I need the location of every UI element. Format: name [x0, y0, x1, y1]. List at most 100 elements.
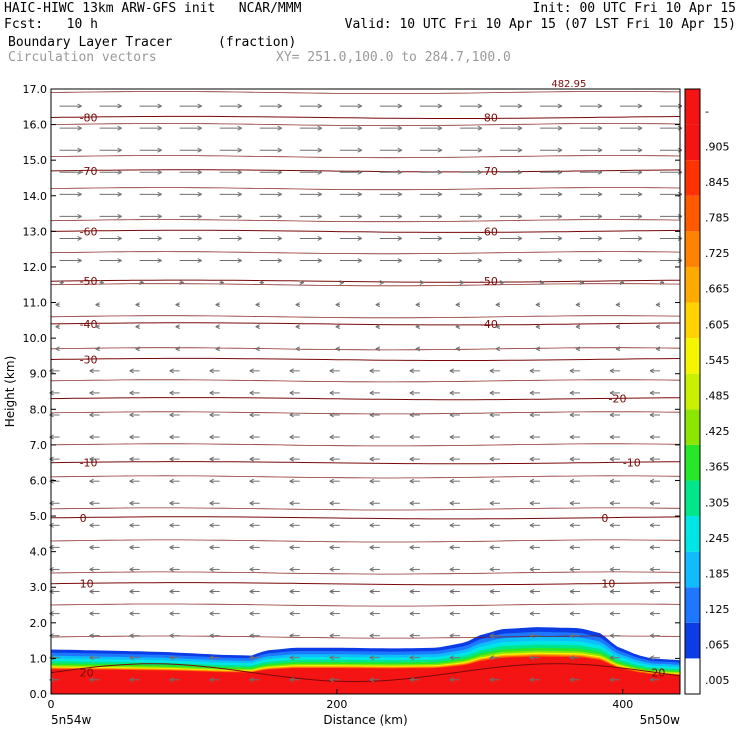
circulation-vector-head	[237, 125, 242, 131]
circulation-vector-head	[649, 456, 655, 462]
circulation-vector-head	[157, 147, 162, 153]
circulation-vector-head	[249, 544, 254, 550]
circulation-vector-head	[369, 390, 375, 396]
y-tick-label: 14.0	[23, 190, 48, 203]
circulation-vector-head	[169, 500, 174, 506]
circulation-vector-head	[317, 125, 322, 131]
circulation-vector-head	[55, 324, 60, 330]
circulation-vector-head	[637, 169, 643, 175]
circulation-vector-head	[289, 566, 294, 572]
circulation-vector-head	[517, 169, 523, 175]
circulation-vector-head	[339, 280, 344, 286]
y-tick-label: 6.0	[30, 474, 48, 487]
circulation-vector-head	[415, 346, 421, 352]
circulation-vector-head	[409, 522, 415, 528]
circulation-vector-head	[237, 236, 242, 241]
circulation-vector-head	[49, 412, 54, 418]
circulation-vector-head	[369, 544, 375, 550]
circulation-vector-head	[357, 236, 362, 241]
circulation-vector-head	[55, 302, 60, 308]
colorbar-label: .545	[705, 354, 730, 367]
circulation-vector-head	[409, 566, 415, 572]
circulation-vector-head	[289, 611, 294, 617]
colorbar-swatch	[685, 480, 700, 517]
circulation-vector-head	[517, 213, 523, 219]
circulation-vector-head	[289, 655, 294, 661]
circulation-vector-head	[249, 566, 254, 572]
circulation-vector-head	[117, 125, 122, 131]
circulation-vector-head	[649, 500, 655, 506]
colorbar-swatch	[685, 160, 700, 196]
circulation-vector-head	[437, 125, 443, 131]
circulation-vector-head	[55, 346, 60, 352]
circulation-vector-head	[489, 611, 495, 617]
circulation-vector-head	[369, 500, 375, 506]
circulation-vector-head	[49, 633, 54, 639]
circulation-vector-head	[489, 478, 495, 484]
circulation-vector-head	[409, 456, 415, 462]
y-tick-label: 1.0	[30, 652, 48, 665]
circulation-vector-head	[459, 280, 465, 286]
temperature-contour-label: -10	[623, 457, 641, 470]
circulation-vector-head	[449, 655, 455, 661]
circulation-vector-head	[529, 677, 535, 683]
circulation-vector-head	[249, 500, 254, 506]
circulation-vector-head	[129, 655, 134, 661]
colorbar-label: .605	[705, 318, 730, 331]
circulation-vector-head	[335, 302, 340, 308]
circulation-vector-head	[649, 434, 655, 440]
colorbar-frame	[684, 88, 701, 695]
circulation-vector-head	[317, 147, 322, 153]
circulation-vector-head	[295, 324, 300, 330]
circulation-vector-head	[529, 633, 535, 639]
circulation-vector-head	[637, 213, 643, 219]
circulation-vector-head	[609, 390, 615, 396]
temperature-contour-label: 10	[601, 578, 615, 591]
circulation-vector-head	[535, 302, 541, 308]
x-tick-label: 200	[326, 698, 347, 711]
circulation-vector-head	[655, 302, 661, 308]
circulation-vector-head	[489, 544, 495, 550]
circulation-vector-head	[277, 213, 282, 219]
plot-frame	[50, 88, 681, 695]
circulation-vector-head	[489, 677, 495, 683]
circulation-vector-head	[535, 346, 541, 352]
circulation-vector-head	[517, 236, 523, 241]
circulation-vector-head	[49, 566, 54, 572]
circulation-vector-head	[609, 633, 615, 639]
circulation-vector-head	[219, 280, 224, 286]
circulation-vector-head	[569, 478, 575, 484]
circulation-vector-head	[95, 324, 100, 330]
circulation-vector-head	[569, 611, 575, 617]
circulation-vector-head	[449, 633, 455, 639]
circulation-vector-head	[277, 125, 282, 131]
circulation-vector-head	[255, 324, 260, 330]
y-tick-label: 12.0	[23, 261, 48, 274]
temperature-contour	[50, 347, 681, 351]
circulation-vector-head	[59, 280, 64, 286]
colorbar-label: .365	[705, 461, 730, 474]
circulation-vector-head	[49, 677, 54, 683]
circulation-vector-head	[477, 103, 483, 109]
circulation-vector-head	[449, 611, 455, 617]
x-axis-label: Distance (km)	[323, 713, 407, 727]
circulation-vector-head	[529, 412, 535, 418]
circulation-vector-head	[255, 302, 260, 308]
circulation-vector-head	[375, 346, 381, 352]
circulation-vector-head	[129, 611, 134, 617]
circulation-vector-head	[289, 500, 294, 506]
circulation-vector-head	[295, 346, 300, 352]
circulation-vector-head	[609, 368, 615, 374]
colorbar-swatch	[685, 444, 700, 481]
colorbar-swatch	[685, 266, 700, 303]
circulation-vector-head	[329, 500, 334, 506]
circulation-vector-head	[89, 566, 94, 572]
circulation-vector-head	[449, 544, 455, 550]
left-endpoint-label: 5n54w	[51, 713, 92, 727]
circulation-vector-head	[649, 412, 655, 418]
circulation-vector-head	[597, 258, 603, 263]
circulation-vector-head	[649, 566, 655, 572]
circulation-vector-head	[437, 258, 443, 263]
circulation-vector-head	[129, 456, 134, 462]
x-tick-label: 0	[48, 698, 55, 711]
